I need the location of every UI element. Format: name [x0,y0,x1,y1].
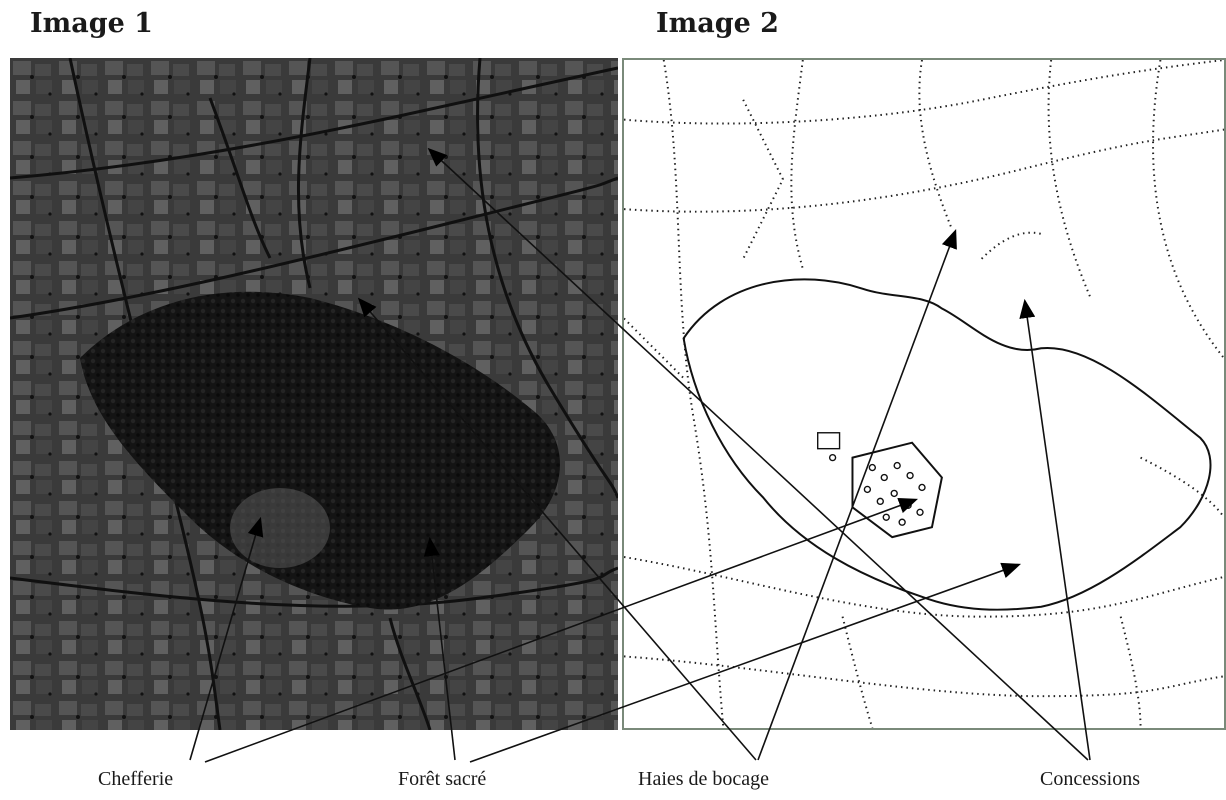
label-concessions: Concessions [1040,768,1140,790]
image1-title: Image 1 [30,8,153,39]
label-haies-de-bocage: Haies de bocage [638,768,770,790]
label-chefferie: Chefferie [98,768,174,790]
forest-boundary [682,278,1212,611]
label-foret-sacre: Forêt sacré [398,768,487,790]
image2-title: Image 2 [656,8,779,39]
chefferie-compound [851,441,943,539]
map-drawing [622,58,1226,730]
aerial-photo [10,58,618,730]
